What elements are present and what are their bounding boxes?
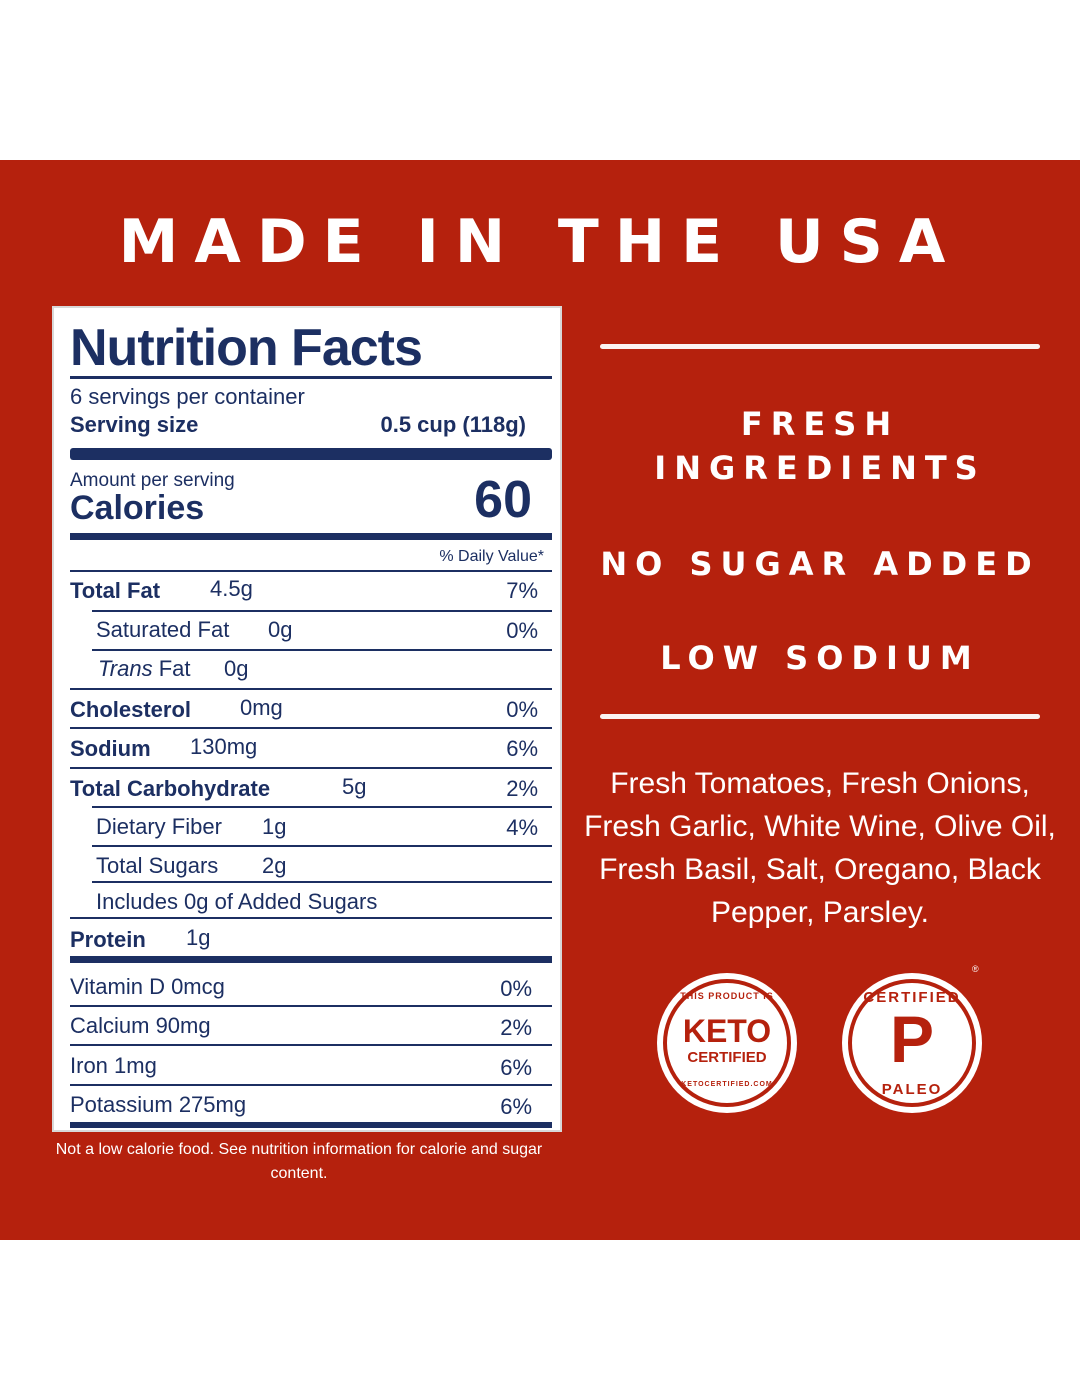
row-amount: 2g [262, 853, 287, 878]
row-amount: 0g [224, 656, 249, 681]
row-name: Total Sugars [96, 853, 219, 878]
row-amount: 5g [342, 774, 367, 799]
trans-fat-label: Fat [158, 656, 191, 681]
row-name: Total Fat [70, 578, 161, 603]
claim-fresh-ingredients: FRESH INGREDIENTS [654, 405, 986, 487]
nutrition-facts-label: Nutrition Facts 6 servings per container… [52, 306, 562, 1132]
thick-divider [70, 448, 552, 460]
daily-value-header: % Daily Value* [439, 548, 544, 565]
thick-divider [70, 533, 552, 540]
row-name: Total Carbohydrate [70, 776, 271, 801]
divider [70, 1084, 552, 1086]
trans-italic: Trans [98, 656, 153, 681]
vitamin-dv: 6% [500, 1055, 532, 1080]
registered-mark: ® [972, 964, 979, 974]
vitamin-row: Vitamin D 0mcg [70, 974, 225, 999]
brush-stroke-bottom [600, 714, 1040, 719]
row-dv: 7% [506, 578, 538, 603]
calories-value: 60 [474, 471, 532, 529]
divider [70, 376, 552, 379]
row-dv: 0% [506, 697, 538, 722]
row-amount: 1g [186, 925, 211, 950]
divider [92, 649, 552, 651]
serving-size-label: Serving size [70, 412, 199, 437]
badge-ring [663, 979, 791, 1107]
divider [70, 570, 552, 572]
divider [70, 1005, 552, 1007]
keto-main-text: KETO [682, 1013, 772, 1049]
paleo-top-text: CERTIFIED [863, 989, 961, 1006]
divider [92, 806, 552, 808]
vitamin-dv: 0% [500, 976, 532, 1001]
vitamin-row: Iron 1mg [70, 1053, 157, 1078]
keto-url-text: KETOCERTIFIED.COM [681, 1081, 773, 1088]
thick-divider [70, 956, 552, 963]
row-name: Saturated Fat [96, 617, 230, 642]
keto-sub-text: CERTIFIED [687, 1049, 767, 1066]
divider [70, 917, 552, 919]
footnote: Not a low calorie food. See nutrition in… [55, 1141, 543, 1182]
row-amount: 4.5g [210, 576, 253, 601]
claim-low-sodium: LOW SODIUM [660, 639, 980, 677]
serving-size-value: 0.5 cup (118g) [380, 412, 526, 437]
row-amount: 0mg [240, 695, 283, 720]
divider [92, 845, 552, 847]
keto-certified-badge: THIS PRODUCT IS KETO CERTIFIED KETOCERTI… [657, 973, 797, 1113]
row-name: Cholesterol [70, 697, 192, 722]
divider [70, 767, 552, 769]
headline: MADE IN THE USA [118, 207, 962, 277]
thick-divider [70, 1122, 552, 1128]
ingredients-list: Fresh Tomatoes, Fresh Onions, Fresh Garl… [584, 767, 1056, 929]
vitamin-dv: 2% [500, 1015, 532, 1040]
row-name: Protein [70, 927, 146, 952]
row-dv: 6% [506, 736, 538, 761]
claim-no-sugar: NO SUGAR ADDED [600, 545, 1040, 583]
vitamin-dv: 6% [500, 1094, 532, 1119]
vitamin-row: Potassium 275mg [70, 1092, 247, 1117]
row-amount: 0g [268, 617, 293, 642]
row-amount: 1g [262, 814, 287, 839]
row-name: Sodium [70, 736, 151, 761]
calories-label: Calories [70, 489, 205, 527]
brush-stroke-top [600, 344, 1040, 349]
amount-per-serving: Amount per serving [70, 470, 235, 491]
divider [92, 610, 552, 612]
divider [92, 881, 552, 883]
divider [70, 688, 552, 690]
row-name: Dietary Fiber [96, 814, 222, 839]
row-name: Trans Fat [98, 656, 191, 682]
divider [70, 1044, 552, 1046]
row-dv: 2% [506, 776, 538, 801]
row-name: Includes 0g of Added Sugars [96, 889, 378, 914]
servings-per-container: 6 servings per container [70, 384, 305, 409]
paleo-letter: P [889, 1002, 935, 1076]
badge-ring [848, 979, 976, 1107]
nutrition-title: Nutrition Facts [70, 319, 423, 377]
keto-top-text: THIS PRODUCT IS [680, 991, 774, 1001]
paleo-bottom-text: PALEO [881, 1081, 943, 1098]
row-dv: 0% [506, 618, 538, 643]
row-dv: 4% [506, 815, 538, 840]
paleo-certified-badge: CERTIFIED P PALEO [842, 973, 982, 1113]
vitamin-row: Calcium 90mg [70, 1013, 211, 1038]
divider [70, 727, 552, 729]
row-amount: 130mg [190, 734, 258, 759]
